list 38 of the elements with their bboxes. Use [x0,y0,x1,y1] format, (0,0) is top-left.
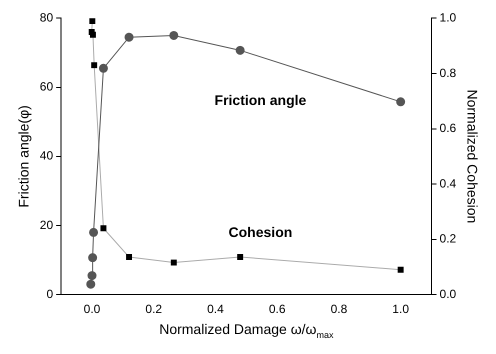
x-tick-label: 0.4 [207,302,224,316]
point [237,254,244,260]
x-tick-label: 1.0 [392,302,410,316]
point [86,280,96,289]
x-tick-label: 0.8 [330,302,348,316]
y-tick-label: 40 [40,148,54,163]
y2-tick-label: 0.4 [440,176,457,190]
point [398,266,404,273]
point [124,32,134,42]
y2-tick-label: 0.6 [440,121,457,136]
y-tick-label: 20 [40,218,54,232]
point [100,225,106,232]
point [126,254,132,260]
point [89,228,98,237]
x-tick-label: 0.6 [268,302,286,316]
y2-tick-label: 0.2 [440,232,457,246]
y-tick-label: 60 [40,80,54,94]
point [88,271,97,280]
series-label: Cohesion [228,224,292,240]
y-axis-title: Friction angle(φ) [15,105,32,208]
point [396,97,406,106]
point [88,253,98,262]
x-tick-label: 0.2 [145,302,162,316]
point [98,64,108,73]
y2-tick-label: 1.0 [440,10,457,25]
point [236,46,245,55]
y-tick-label: 80 [40,10,54,25]
series-label: Friction angle [214,92,307,108]
y2-tick-label: 0.0 [440,286,457,301]
y-tick-label: 0 [46,286,54,301]
y2-axis-title: Normalized Cohesion [464,89,481,224]
x-tick-label: 0.0 [84,302,101,316]
point [170,260,177,266]
point [90,32,96,38]
point [89,18,96,24]
point [91,62,98,68]
point [169,30,178,40]
y2-tick-label: 0.8 [440,66,457,80]
